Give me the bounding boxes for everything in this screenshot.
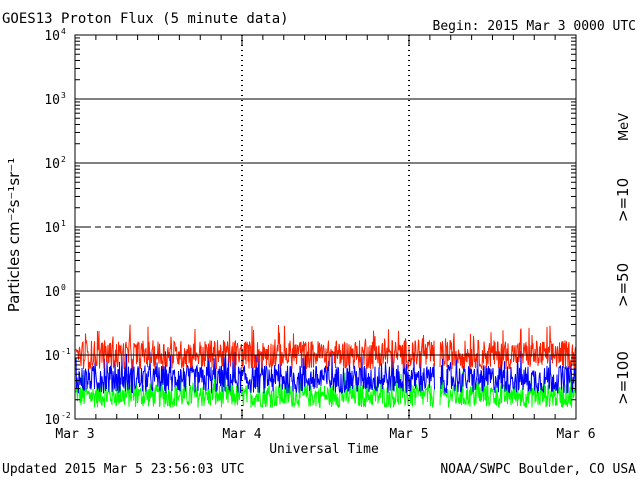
grid-layer — [75, 35, 576, 419]
begin-label: Begin: 2015 Mar 3 0000 UTC — [433, 19, 637, 34]
y-tick-label: 10 — [44, 29, 60, 44]
legend-entry: >=100 — [614, 351, 632, 405]
y-axis-label: Particles cm⁻²s⁻¹sr⁻¹ — [5, 158, 23, 312]
chart-title: GOES13 Proton Flux (5 minute data) — [2, 11, 289, 27]
series-trace — [75, 350, 576, 394]
y-tick-label: 10 — [44, 285, 60, 300]
x-tick-label: Mar 3 — [55, 427, 94, 442]
legend-entry: >=50 — [614, 263, 632, 307]
y-tick-exponent: 0 — [61, 283, 66, 292]
x-tick-label: Mar 5 — [389, 427, 428, 442]
credit-label: NOAA/SWPC Boulder, CO USA — [440, 462, 636, 477]
legend-entry: >=10 — [614, 178, 632, 222]
y-tick-label: 10 — [44, 221, 60, 236]
y-tick-exponent: 1 — [61, 219, 66, 228]
series-trace — [75, 324, 576, 371]
y-tick-exponent: 2 — [61, 155, 66, 164]
y-tick-exponent: 3 — [61, 91, 66, 100]
y-tick-label: 10 — [44, 93, 60, 108]
y-tick-label: 10 — [44, 349, 60, 364]
x-tick-label: Mar 4 — [222, 427, 261, 442]
legend-unit: MeV — [617, 113, 632, 141]
y-tick-exponent: -2 — [61, 411, 71, 420]
y-tick-exponent: -1 — [61, 347, 71, 356]
legend-layer: >=10 >=50 >=100 MeV — [614, 113, 632, 405]
y-tick-exponent: 4 — [61, 27, 66, 36]
y-tick-label: 10 — [44, 413, 60, 428]
updated-label: Updated 2015 Mar 5 23:56:03 UTC — [2, 462, 245, 477]
series-layer — [75, 324, 576, 409]
x-axis-label: Universal Time — [269, 442, 379, 457]
x-tick-label: Mar 6 — [556, 427, 595, 442]
plot-frame — [74, 34, 577, 420]
y-tick-label: 10 — [44, 157, 60, 172]
